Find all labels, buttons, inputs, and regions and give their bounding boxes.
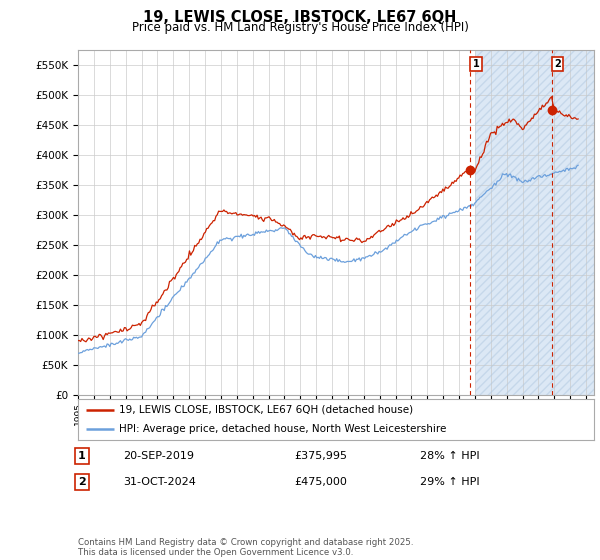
Text: 1: 1 [473, 59, 479, 69]
Text: HPI: Average price, detached house, North West Leicestershire: HPI: Average price, detached house, Nort… [119, 424, 446, 434]
Text: £475,000: £475,000 [294, 477, 347, 487]
Text: 1: 1 [78, 451, 86, 461]
Text: Contains HM Land Registry data © Crown copyright and database right 2025.
This d: Contains HM Land Registry data © Crown c… [78, 538, 413, 557]
Text: £375,995: £375,995 [294, 451, 347, 461]
Text: Price paid vs. HM Land Registry's House Price Index (HPI): Price paid vs. HM Land Registry's House … [131, 21, 469, 34]
Text: 2: 2 [78, 477, 86, 487]
Text: 2: 2 [554, 59, 561, 69]
Bar [475, 50, 594, 395]
Text: 20-SEP-2019: 20-SEP-2019 [123, 451, 194, 461]
Text: 19, LEWIS CLOSE, IBSTOCK, LE67 6QH (detached house): 19, LEWIS CLOSE, IBSTOCK, LE67 6QH (deta… [119, 405, 413, 415]
Text: 31-OCT-2024: 31-OCT-2024 [123, 477, 196, 487]
Text: 19, LEWIS CLOSE, IBSTOCK, LE67 6QH: 19, LEWIS CLOSE, IBSTOCK, LE67 6QH [143, 10, 457, 25]
Text: 28% ↑ HPI: 28% ↑ HPI [420, 451, 479, 461]
Bar [475, 50, 594, 395]
Text: 29% ↑ HPI: 29% ↑ HPI [420, 477, 479, 487]
